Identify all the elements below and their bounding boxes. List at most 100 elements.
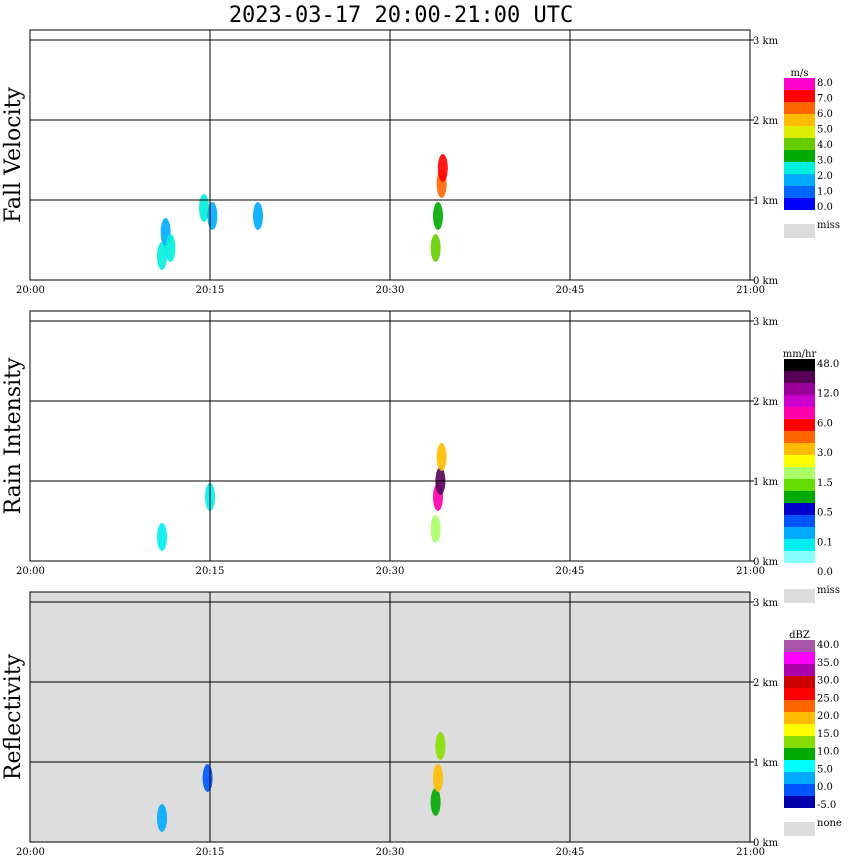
colorbar-miss-swatch	[784, 589, 815, 603]
colorbar-miss-swatch	[784, 224, 815, 238]
colorbar-swatch	[784, 527, 815, 539]
colorbar-swatch	[784, 431, 815, 443]
colorbar-swatch	[784, 479, 815, 491]
y-axis-label: Fall Velocity	[1, 87, 26, 223]
colorbar-swatch	[784, 102, 815, 114]
colorbar-swatch	[784, 652, 815, 664]
colorbar-swatch	[784, 126, 815, 138]
colorbar-swatch	[784, 138, 815, 150]
colorbar-swatch	[784, 688, 815, 700]
colorbar-swatch	[784, 712, 815, 724]
panel-3: Reflectivity 20:00 20:15 20:30 20:45 21:000 k…	[1, 591, 842, 858]
colorbar-label: 6.0	[817, 109, 833, 120]
y-tick-label: 3 km	[753, 36, 779, 47]
colorbar-swatch	[784, 162, 815, 174]
y-tick-label: 2 km	[753, 397, 779, 408]
x-tick-label: 20:45	[556, 566, 585, 577]
colorbar-swatch	[784, 455, 815, 467]
y-axis-label: Reflectivity	[1, 653, 26, 780]
colorbar-unit: dBZ	[789, 630, 810, 641]
echo-mark	[433, 764, 443, 792]
echo-mark	[199, 194, 209, 222]
y-tick-label: 1 km	[753, 477, 779, 488]
y-tick-label: 0 km	[753, 276, 779, 287]
echo-mark	[253, 202, 263, 230]
echo-mark	[437, 154, 448, 182]
colorbar-label: 25.0	[817, 693, 839, 704]
colorbar-swatch	[784, 395, 815, 407]
x-tick-label: 20:45	[556, 285, 585, 296]
colorbar-label: 0.0	[817, 567, 833, 578]
colorbar-label: 12.0	[817, 389, 839, 400]
colorbar-label: -5.0	[817, 800, 836, 811]
colorbar-swatch	[784, 407, 815, 419]
plot-frame	[29, 29, 751, 281]
colorbar-miss-label: miss	[817, 585, 840, 596]
colorbar-swatch	[784, 114, 815, 126]
echo-mark	[157, 804, 167, 832]
x-tick-label: 20:30	[376, 285, 405, 296]
x-tick-label: 21:00	[736, 847, 765, 858]
colorbar-swatch	[784, 515, 815, 527]
x-tick-label: 20:15	[196, 566, 225, 577]
echo-mark	[430, 515, 441, 543]
y-axis-label: Rain Intensity	[1, 357, 26, 514]
colorbar-miss-label: none	[817, 818, 842, 829]
colorbar-label: 15.0	[817, 729, 839, 740]
colorbar-label: 2.0	[817, 171, 833, 182]
colorbar-label: 7.0	[817, 94, 833, 105]
colorbar-swatch	[784, 796, 815, 808]
x-tick-label: 20:15	[196, 285, 225, 296]
x-tick-label: 20:30	[376, 847, 405, 858]
colorbar-label: 3.0	[817, 156, 833, 167]
colorbar-swatch	[784, 748, 815, 760]
panel-1: Fall Velocity 20:00 20:15 20:30 20:45 21:000 …	[1, 29, 840, 296]
colorbar-swatch	[784, 784, 815, 796]
colorbar-swatch	[784, 419, 815, 431]
colorbar-label: 3.0	[817, 448, 833, 459]
colorbar-label: 30.0	[817, 676, 839, 687]
colorbar-swatch	[784, 198, 815, 210]
chart-title: 2023-03-17 20:00-21:00 UTC	[229, 3, 573, 28]
colorbar-swatch	[784, 640, 815, 652]
x-tick-label: 20:15	[196, 847, 225, 858]
colorbar-label: 5.0	[817, 764, 833, 775]
colorbar-miss-label: miss	[817, 220, 840, 231]
x-tick-label: 21:00	[736, 285, 765, 296]
colorbar-swatch	[784, 186, 815, 198]
colorbar-swatch	[784, 551, 815, 563]
colorbar-label: 40.0	[817, 640, 839, 651]
colorbar-swatch	[784, 563, 815, 575]
colorbar-swatch	[784, 174, 815, 186]
echo-mark	[202, 764, 213, 792]
echo-mark	[430, 234, 441, 262]
colorbar-label: 0.0	[817, 202, 833, 213]
echo-mark	[165, 234, 176, 262]
y-tick-label: 2 km	[753, 116, 779, 127]
colorbar-swatch	[784, 491, 815, 503]
echo-mark	[433, 202, 443, 230]
y-tick-label: 3 km	[753, 598, 779, 609]
colorbar-label: 0.1	[817, 537, 833, 548]
colorbar-swatch	[784, 443, 815, 455]
colorbar-label: 5.0	[817, 125, 833, 136]
echo-mark	[430, 788, 441, 816]
echo-mark	[157, 523, 167, 551]
colorbar-label: 4.0	[817, 140, 833, 151]
echo-mark	[207, 202, 218, 230]
colorbar-label: 35.0	[817, 658, 839, 669]
colorbar-swatch	[784, 383, 815, 395]
colorbar-label: 1.0	[817, 187, 833, 198]
colorbar-swatch	[784, 503, 815, 515]
colorbar-label: 6.0	[817, 418, 833, 429]
colorbar-label: 1.5	[817, 478, 833, 489]
x-tick-label: 20:30	[376, 566, 405, 577]
x-tick-label: 20:45	[556, 847, 585, 858]
colorbar-swatch	[784, 700, 815, 712]
y-tick-label: 0 km	[753, 557, 779, 568]
colorbar-label: 8.0	[817, 78, 833, 89]
y-tick-label: 1 km	[753, 758, 779, 769]
colorbar-label: 48.0	[817, 359, 839, 370]
colorbar-swatch	[784, 467, 815, 479]
